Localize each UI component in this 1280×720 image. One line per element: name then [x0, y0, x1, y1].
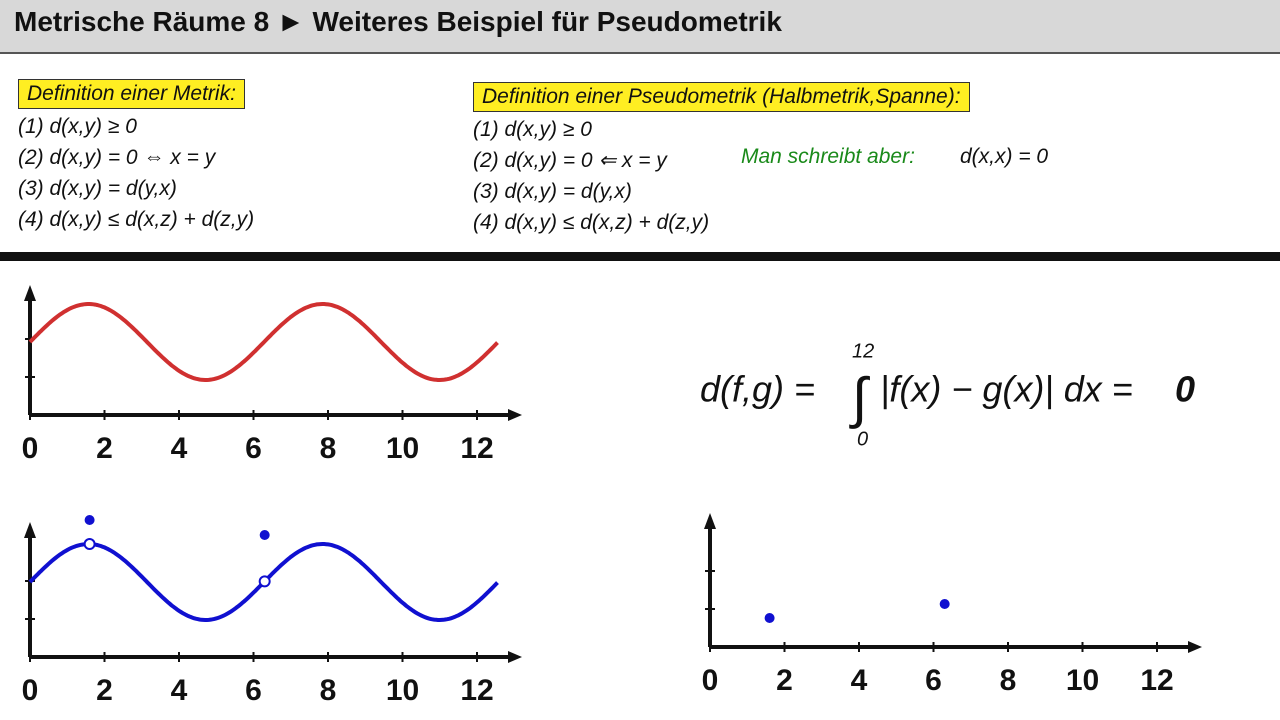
formula-result: 0: [1175, 369, 1195, 410]
x-tick-label: 6: [925, 664, 942, 697]
box-title: Definition einer Pseudometrik (Halbmetri…: [473, 82, 970, 112]
formula-lower: 0: [857, 428, 868, 450]
item: (4) d(x,y) ≤ d(x,z) + d(z,y): [473, 211, 710, 234]
x-tick-label: 2: [776, 664, 793, 697]
x-tick-label: 8: [320, 674, 337, 707]
divider: [0, 252, 1280, 261]
item: (2) d(x,y) = 0 ⇐ x = y: [473, 149, 667, 172]
x-arrow: [508, 409, 522, 421]
x-tick-label: 4: [171, 432, 188, 465]
metric-box: Definition einer Metrik: (1) d(x,y) ≥ 0 …: [18, 78, 254, 235]
item: (3) d(x,y) = d(y,x): [473, 180, 632, 203]
x-tick-label: 0: [22, 432, 39, 465]
item: (1) d(x,y) ≥ 0: [473, 118, 592, 141]
x-tick-label: 2: [96, 432, 113, 465]
x-tick-label: 10: [386, 674, 419, 707]
x-tick-label: 2: [96, 674, 113, 707]
x-tick-label: 10: [1066, 664, 1099, 697]
x-tick-label: 6: [245, 432, 262, 465]
y-arrow: [24, 522, 36, 538]
hole: [83, 538, 96, 551]
note-formula: d(x,x) = 0: [960, 145, 1049, 168]
x-tick-label: 0: [702, 664, 719, 697]
y-arrow: [24, 285, 36, 301]
x-tick-label: 12: [460, 674, 493, 707]
x-tick-label: 10: [386, 432, 419, 465]
title: Metrische Räume 8 ► Weiteres Beispiel fü…: [14, 6, 782, 37]
x-tick-label: 12: [460, 432, 493, 465]
x-tick-label: 4: [851, 664, 868, 697]
curve: [28, 302, 499, 382]
x-tick-label: 0: [22, 674, 39, 707]
x-tick-label: 8: [1000, 664, 1017, 697]
pseudometric-box: Definition einer Pseudometrik (Halbmetri…: [473, 81, 970, 238]
point: [259, 530, 270, 540]
box-title: Definition einer Metrik:: [18, 79, 245, 109]
header: Metrische Räume 8 ► Weiteres Beispiel fü…: [0, 0, 1280, 54]
x-tick-label: 12: [1140, 664, 1173, 697]
x-tick-label: 6: [245, 674, 262, 707]
hole: [258, 575, 271, 588]
note: Man schreibt aber:: [741, 145, 915, 168]
point: [939, 599, 950, 609]
formula-integrand: |f(x) − g(x)| dx =: [880, 369, 1133, 410]
formula-upper: 12: [852, 340, 874, 362]
y-arrow: [704, 513, 716, 529]
item: (1) d(x,y) ≥ 0: [18, 115, 137, 138]
formula-lhs: d(f,g) =: [700, 369, 815, 410]
x-tick-label: 4: [171, 674, 188, 707]
item: (4) d(x,y) ≤ d(x,z) + d(z,y): [18, 208, 255, 231]
x-arrow: [508, 651, 522, 663]
x-arrow: [1188, 641, 1202, 653]
integral-sign: ∫: [849, 366, 870, 429]
item: (2) d(x,y) = 0 ⇔ x = y: [18, 146, 216, 169]
x-tick-label: 8: [320, 432, 337, 465]
item: (3) d(x,y) = d(y,x): [18, 177, 177, 200]
point: [84, 515, 95, 525]
point: [764, 613, 775, 623]
